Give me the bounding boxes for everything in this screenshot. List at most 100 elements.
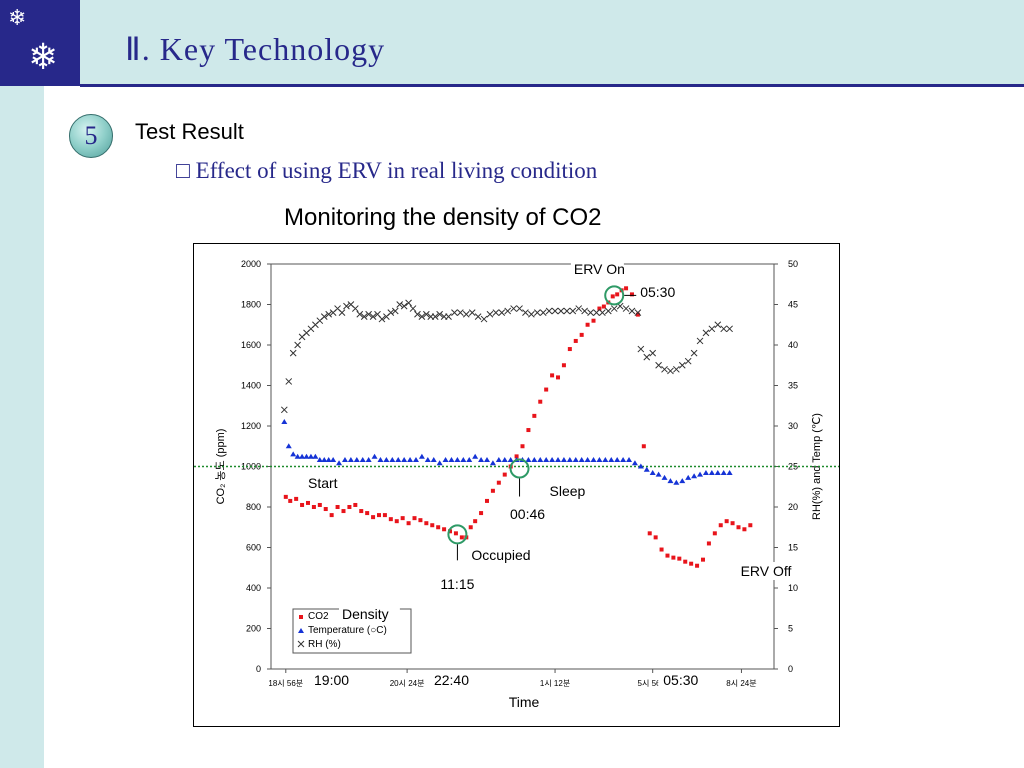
co2-point <box>365 511 370 516</box>
co2-point <box>394 519 399 524</box>
co2-point <box>436 525 441 530</box>
y-right-tick-label: 35 <box>788 381 798 391</box>
y-right-axis-label: RH(%) and Temp (℃) <box>811 413 823 520</box>
x-tick-label: 8시 24분 <box>726 679 756 688</box>
x-tick-label: 5시 56분 <box>638 679 668 688</box>
co2-point <box>742 527 747 532</box>
slide-subtitle: □ Effect of using ERV in real living con… <box>176 158 598 183</box>
co2-point <box>288 498 293 503</box>
temperature-point <box>691 473 698 479</box>
co2-point <box>724 519 729 524</box>
temperature-point <box>667 478 674 484</box>
co2-point <box>712 531 717 536</box>
co2-point <box>412 516 417 521</box>
temperature-point <box>478 457 485 463</box>
temperature-point <box>371 453 378 459</box>
rh-point <box>436 310 444 318</box>
rh-point <box>391 307 399 315</box>
annotation-start: Start <box>308 475 338 491</box>
rh-point <box>365 310 372 318</box>
rh-point <box>708 325 716 333</box>
rh-point <box>581 307 588 315</box>
co2-point <box>448 529 453 534</box>
rh-point <box>280 406 288 414</box>
temperature-point <box>412 457 419 463</box>
annotation-sleep-time-group: 00:46 <box>504 505 551 523</box>
rh-point <box>539 309 547 316</box>
annotation-erv-off-time-group: 05:30 <box>658 671 704 689</box>
temperature-point <box>543 457 550 463</box>
annotation-erv-on: ERV On <box>574 261 625 277</box>
annotation-erv-on-group: ERV On <box>570 260 625 278</box>
co2-point <box>706 541 711 546</box>
co2-point <box>418 518 423 523</box>
temperature-point <box>495 457 502 463</box>
annotation-occupied-group: Occupied <box>468 546 538 564</box>
y-right-tick-label: 40 <box>788 340 798 350</box>
rh-point <box>516 305 523 312</box>
co2-point <box>601 304 606 309</box>
rh-point <box>714 321 722 329</box>
temperature-point <box>649 469 656 475</box>
co2-point <box>624 286 629 291</box>
rh-point <box>378 315 386 323</box>
temperature-point <box>578 457 585 463</box>
temperature-point <box>720 469 727 475</box>
rh-point <box>474 313 482 321</box>
y-right-tick-label: 5 <box>788 624 793 634</box>
temperature-point <box>525 457 532 463</box>
chart-caption: Monitoring the density of CO2 <box>284 204 602 231</box>
rh-point <box>400 302 408 310</box>
y-right-tick-label: 30 <box>788 421 798 431</box>
co2-point <box>442 527 447 532</box>
co2-point <box>388 517 393 522</box>
co2-point <box>424 521 429 526</box>
annotation-erv-off-time: 05:30 <box>663 672 698 688</box>
rh-point <box>726 325 733 333</box>
co2-point <box>514 454 519 459</box>
y-left-tick-label: 800 <box>246 502 261 512</box>
annotation-occupied: Occupied <box>471 547 530 563</box>
temperature-point <box>347 457 354 463</box>
co2-point <box>520 444 525 449</box>
event-marker-circle <box>447 524 468 545</box>
y-left-tick-label: 400 <box>246 583 261 593</box>
rh-point <box>673 365 680 373</box>
annotation-density-time-bg <box>428 671 475 689</box>
rh-point <box>343 302 350 310</box>
temperature-point <box>501 457 508 463</box>
temperature-point <box>290 451 297 457</box>
x-tick-label: 20시 24분 <box>390 679 425 688</box>
co2-point <box>353 502 358 507</box>
temperature-point <box>602 457 609 463</box>
annotation-sleep-bg <box>546 482 592 500</box>
temperature-point <box>424 457 431 463</box>
annotation-sleep-time-bg <box>504 505 551 523</box>
temperature-point <box>383 457 390 463</box>
event-marker-circle <box>509 458 530 479</box>
temperature-point <box>590 457 597 463</box>
rh-point <box>504 307 512 315</box>
rh-point <box>545 307 553 315</box>
co2-point <box>347 505 352 509</box>
rh-point <box>696 337 704 345</box>
rh-point <box>445 313 452 321</box>
rh-point <box>468 309 476 316</box>
rh-point <box>533 309 541 316</box>
annotation-erv-on-time-bg <box>637 283 683 301</box>
temperature-point <box>359 457 366 463</box>
temperature-point <box>454 457 461 463</box>
rh-point <box>356 310 364 318</box>
rh-point <box>702 329 710 337</box>
co2-point <box>311 505 316 509</box>
co2-point <box>718 523 723 528</box>
series-co2 <box>283 286 753 568</box>
temperature-point <box>614 457 621 463</box>
rh-point <box>634 309 642 316</box>
rh-point <box>369 313 377 321</box>
rh-point <box>351 305 359 312</box>
co2-point <box>376 513 381 518</box>
co2-point <box>502 472 507 477</box>
rh-point <box>422 310 430 318</box>
rh-point <box>338 309 346 316</box>
